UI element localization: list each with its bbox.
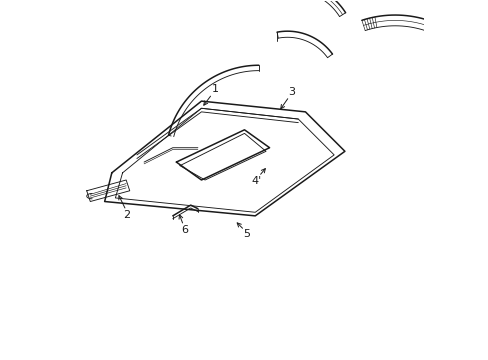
Text: 2: 2 — [123, 210, 130, 220]
Text: 5: 5 — [243, 229, 249, 239]
Text: 1: 1 — [212, 84, 219, 94]
Text: 4': 4' — [251, 176, 262, 186]
Text: 3: 3 — [288, 87, 295, 97]
Text: 6: 6 — [181, 225, 188, 235]
